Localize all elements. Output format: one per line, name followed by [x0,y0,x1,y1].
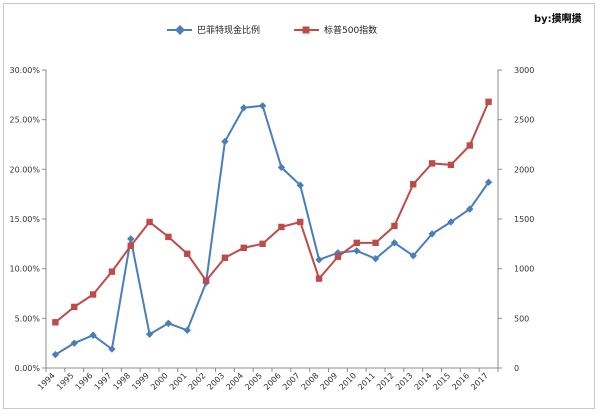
x-tick-label: 2008 [300,371,321,392]
y-left-tick-label: 30.00% [9,66,40,75]
x-tick-label: 1997 [93,371,114,392]
y-right-tick-label: 1500 [514,215,534,224]
data-point-square [485,98,492,105]
data-point-square [127,242,134,250]
y-left-tick-label: 0.00% [15,364,41,373]
y-right-tick-label: 500 [514,314,529,323]
y-left-tick-label: 20.00% [9,165,40,174]
y-right-tick-label: 1000 [514,265,534,274]
legend-label-cash-ratio: 巴菲特现金比例 [197,24,260,36]
data-point-diamond [296,181,304,189]
data-point-diamond [353,247,361,255]
data-point-diamond [315,256,323,264]
x-tick-label: 1996 [74,371,95,392]
x-tick-label: 1995 [55,371,76,392]
data-point-square [278,223,285,231]
series-line-0 [54,104,490,356]
data-point-square [108,268,116,275]
x-tick-label: 1999 [130,371,151,392]
axes: 0.00% 5.00% 10.00% 15.00% 20.00% 25.00% 30.00%… [9,66,534,392]
series-line-1 [54,101,490,324]
x-tick-label: 2001 [168,371,189,392]
data-point-diamond [221,137,229,146]
data-point-square [315,275,323,282]
y-left-tick-label: 15.00% [9,215,40,224]
line-chart: 巴菲特现金比例 标普500指数 by:摸啊摸 0.00% 5.00% 10.00% 1… [9,12,582,392]
chart-frame: 巴菲特现金比例 标普500指数 by:摸啊摸 0.00% 5.00% 10.00% 1… [3,3,595,409]
x-tick-label: 2015 [432,371,453,392]
data-point-diamond [145,330,154,338]
x-tick-label: 2007 [281,371,302,392]
x-tick-label: 2010 [337,371,358,392]
y-right-tick-label: 2000 [514,165,534,174]
data-point-square [372,239,379,247]
data-point-square [221,254,229,261]
author-credit: by:摸啊摸 [534,12,582,25]
data-point-square [297,218,304,226]
data-point-diamond [127,235,135,243]
data-point-square [259,240,266,248]
data-point-diamond [466,205,474,213]
data-point-diamond [484,178,493,186]
legend-marker-sp500 [302,26,310,34]
x-tick-label: 2016 [450,371,471,392]
data-point-square [447,161,455,169]
legend: 巴菲特现金比例 标普500指数 [167,24,377,36]
y-left-tick-label: 5.00% [15,314,41,323]
x-tick-label: 2004 [224,371,245,392]
data-point-square [71,303,78,311]
y-left-tick-label: 10.00% [9,265,40,274]
x-tick-label: 2005 [243,371,264,392]
data-point-square [391,222,398,230]
legend-marker-cash-ratio [175,25,185,35]
y-right-tick-label: 0 [514,364,519,373]
data-point-square [165,233,172,241]
data-point-diamond [51,350,60,359]
x-tick-label: 2012 [375,371,396,392]
data-point-square [146,218,153,226]
data-point-diamond [240,104,248,112]
x-tick-label: 2014 [413,371,434,392]
x-tick-label: 2000 [149,371,170,392]
data-point-diamond [108,345,116,353]
data-point-diamond [258,102,267,110]
legend-label-sp500: 标普500指数 [324,24,377,36]
x-tick-label: 1994 [36,371,57,392]
series-layer [51,98,493,359]
data-point-square [334,253,342,260]
x-tick-label: 2011 [356,371,377,392]
y-right-tick-label: 2500 [514,116,534,125]
data-point-square [240,244,247,252]
x-tick-label: 2009 [319,371,340,392]
data-point-square [428,160,436,167]
data-point-square [202,277,210,284]
x-tick-label: 2017 [469,371,490,392]
data-point-square [89,291,97,298]
y-right-tick-label: 3000 [514,66,534,75]
x-tick-label: 2006 [262,371,283,392]
data-point-square [184,250,191,257]
data-point-square [52,319,59,326]
data-point-square [353,239,360,247]
data-point-diamond [371,255,380,263]
data-point-diamond [409,252,417,260]
data-point-square [466,142,473,149]
x-tick-label: 2003 [206,371,227,392]
y-left-tick-label: 25.00% [9,116,40,125]
data-point-diamond [183,326,191,334]
data-point-square [410,181,417,188]
x-tick-label: 2002 [187,371,208,392]
x-tick-label: 2013 [394,371,415,392]
x-tick-label: 1998 [111,371,132,392]
